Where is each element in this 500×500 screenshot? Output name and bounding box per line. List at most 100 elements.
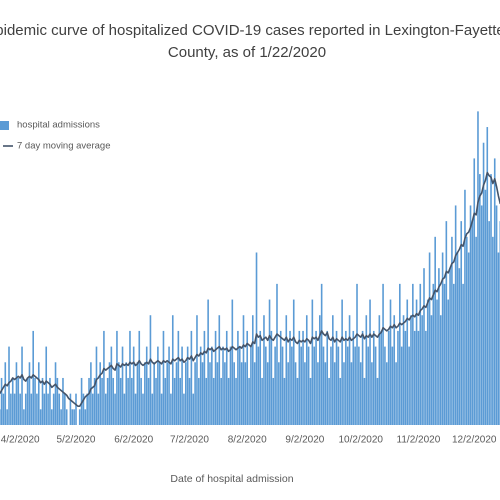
- bar: [348, 315, 351, 425]
- bar: [116, 330, 118, 425]
- bar: [332, 315, 334, 425]
- bar: [17, 377, 20, 425]
- bar: [186, 346, 189, 425]
- bar: [32, 330, 34, 425]
- bar: [361, 330, 364, 425]
- x-tick-label: 8/2/2020: [228, 435, 267, 446]
- bar: [369, 299, 371, 425]
- bar: [266, 362, 269, 425]
- bar: [212, 377, 215, 425]
- bar: [164, 377, 167, 425]
- bar: [220, 377, 222, 425]
- legend-swatch: [0, 121, 9, 130]
- bar: [320, 283, 323, 425]
- bar: [144, 362, 146, 425]
- bar: [60, 409, 62, 425]
- bar: [441, 252, 444, 425]
- bar: [69, 393, 72, 425]
- bar: [129, 330, 131, 425]
- bar: [203, 330, 206, 425]
- bar: [149, 315, 152, 425]
- bar: [359, 362, 362, 425]
- bar: [248, 377, 250, 425]
- bar: [194, 362, 196, 425]
- bar: [292, 299, 295, 425]
- bar: [73, 409, 75, 425]
- bar: [397, 330, 399, 425]
- bar: [337, 346, 340, 425]
- bar: [56, 377, 59, 425]
- bar: [201, 362, 204, 425]
- bar: [238, 346, 241, 425]
- bar: [486, 127, 489, 425]
- bar: [110, 346, 113, 425]
- bar: [155, 377, 157, 425]
- bar: [0, 377, 3, 425]
- bar: [393, 315, 396, 425]
- bar: [452, 283, 455, 425]
- bar: [462, 283, 464, 425]
- bar: [0, 409, 1, 425]
- bar: [41, 377, 44, 425]
- bar: [449, 268, 451, 425]
- bar: [101, 377, 103, 425]
- bar: [425, 330, 427, 425]
- bar: [443, 283, 446, 425]
- bar: [138, 330, 141, 425]
- bar: [255, 252, 258, 425]
- bar: [391, 346, 394, 425]
- bar: [365, 315, 368, 425]
- bar: [330, 346, 332, 425]
- bar: [93, 377, 96, 425]
- x-tick-label: 10/2/2020: [338, 435, 383, 446]
- bar: [181, 346, 183, 425]
- bar: [175, 362, 178, 425]
- bar: [2, 393, 5, 425]
- bar: [298, 330, 301, 425]
- bar: [466, 236, 468, 425]
- bar: [287, 362, 289, 425]
- bar: [23, 409, 25, 425]
- bar: [225, 330, 228, 425]
- bar: [419, 283, 422, 425]
- bar: [246, 330, 249, 425]
- bar: [171, 315, 174, 425]
- bar: [490, 174, 492, 425]
- bar: [399, 283, 401, 425]
- bar: [95, 346, 98, 425]
- bar: [147, 377, 150, 425]
- bar: [153, 362, 155, 425]
- bar: [28, 362, 31, 425]
- bar: [216, 362, 219, 425]
- bar: [190, 330, 193, 425]
- chart-title: Epidemic curve of hospitalized COVID-19 …: [0, 22, 500, 39]
- bar: [358, 346, 360, 425]
- bar: [251, 315, 254, 425]
- bar: [45, 346, 48, 425]
- bar: [257, 346, 260, 425]
- bar: [134, 393, 137, 425]
- x-tick-label: 12/2/2020: [452, 435, 497, 446]
- bar: [188, 377, 191, 425]
- bar: [235, 377, 237, 425]
- legend-label: hospital admissions: [17, 120, 100, 131]
- bar: [402, 315, 405, 425]
- bar: [400, 346, 403, 425]
- bar: [108, 362, 111, 425]
- bar: [378, 315, 381, 425]
- bar: [279, 330, 282, 425]
- bar: [166, 362, 168, 425]
- bar: [333, 362, 336, 425]
- bar: [495, 205, 498, 425]
- bar: [162, 330, 165, 425]
- legend-label: 7 day moving average: [17, 141, 110, 152]
- bar: [62, 377, 64, 425]
- bar: [438, 268, 440, 425]
- bar: [43, 393, 46, 425]
- bar: [484, 189, 487, 425]
- bar: [488, 221, 490, 425]
- bar: [49, 377, 51, 425]
- bar: [454, 205, 457, 425]
- bar: [372, 330, 375, 425]
